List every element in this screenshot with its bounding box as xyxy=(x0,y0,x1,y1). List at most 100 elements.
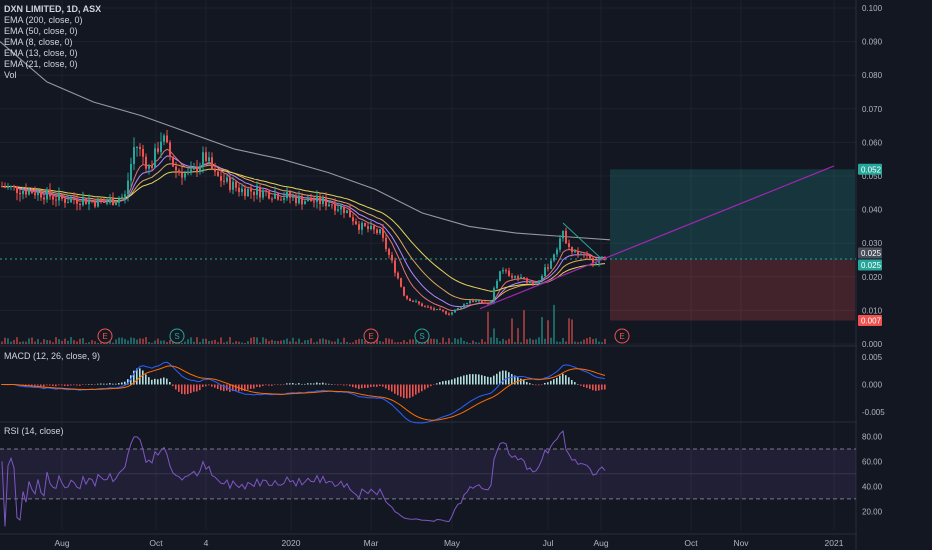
time-tick: Nov xyxy=(733,538,749,548)
macd-histogram-bar xyxy=(385,384,387,389)
volume-bar xyxy=(73,340,75,344)
macd-histogram-bar xyxy=(187,384,189,395)
volume-bar xyxy=(604,338,606,344)
event-label: S xyxy=(419,332,424,341)
legend-ema200[interactable]: EMA (200, close, 0) xyxy=(4,15,83,25)
candle-body xyxy=(475,300,477,302)
macd-histogram-bar xyxy=(484,376,486,385)
price-tag[interactable]: 0.025 xyxy=(858,247,882,259)
volume-bar xyxy=(553,304,555,344)
macd-histogram-bar xyxy=(301,383,303,385)
price-axis[interactable]: 0.100 0.090 0.080 0.070 0.060 0.050 0.040 0.030… xyxy=(857,0,932,550)
candle-body xyxy=(46,189,48,200)
candle-body xyxy=(136,146,138,148)
volume-bar xyxy=(304,340,306,344)
candle-body xyxy=(310,197,312,202)
macd-histogram-bar xyxy=(262,384,264,387)
candle-body xyxy=(355,221,357,225)
volume-bar xyxy=(283,339,285,344)
macd-histogram-bar xyxy=(232,384,234,392)
macd-legend[interactable]: MACD (12, 26, close, 9) xyxy=(4,351,100,362)
macd-tick: 0.000 xyxy=(862,381,883,390)
macd-histogram-bar xyxy=(382,384,384,387)
volume-bar xyxy=(352,342,354,344)
macd-histogram-bar xyxy=(568,377,570,385)
candle-body xyxy=(595,262,597,264)
time-tick: 2021 xyxy=(825,538,844,548)
candle-body xyxy=(1,186,3,188)
volume-bar xyxy=(148,341,150,344)
candle-body xyxy=(514,276,516,278)
volume-bar xyxy=(562,338,564,344)
candle-body xyxy=(196,166,198,172)
macd-histogram-bar xyxy=(379,384,381,387)
candle-body xyxy=(322,197,324,205)
candle-body xyxy=(100,198,102,201)
event-marker[interactable]: E xyxy=(97,328,113,344)
macd-histogram-bar xyxy=(544,382,546,385)
candle-body xyxy=(151,165,153,169)
time-tick: Oct xyxy=(149,538,163,548)
macd-histogram-bar xyxy=(529,383,531,385)
candle-body xyxy=(358,224,360,230)
long-position-box[interactable] xyxy=(0,169,856,321)
legend-ema21[interactable]: EMA (21, close, 0) xyxy=(4,59,78,69)
legend-volume[interactable]: Vol xyxy=(4,70,17,80)
price-tag-text: 0.007 xyxy=(861,316,882,325)
macd-histogram-bar xyxy=(481,375,483,385)
legend-ema8[interactable]: EMA (8, close, 0) xyxy=(4,37,73,47)
price-tick: 0.030 xyxy=(862,239,883,248)
volume-bar xyxy=(139,338,141,344)
legend-ema50[interactable]: EMA (50, close, 0) xyxy=(4,26,78,36)
volume-bar xyxy=(385,338,387,344)
event-marker[interactable]: S xyxy=(414,328,430,344)
event-marker[interactable]: S xyxy=(169,328,185,344)
volume-bar xyxy=(217,342,219,344)
candle-body xyxy=(457,307,459,310)
candle-body xyxy=(352,217,354,222)
trendline[interactable] xyxy=(479,165,835,310)
candle-body xyxy=(43,197,45,200)
volume-bar xyxy=(7,338,9,344)
price-tag[interactable]: 0.052 xyxy=(858,163,882,175)
legend-ema13[interactable]: EMA (13, close, 0) xyxy=(4,48,78,58)
candle-body xyxy=(160,141,162,152)
volume-bar xyxy=(388,338,390,344)
candle-body xyxy=(55,199,57,201)
event-marker[interactable]: E xyxy=(614,328,630,344)
time-axis[interactable]: Aug Oct 4 2020 Mar May Jul Aug Oct Nov 2021 xyxy=(54,538,843,548)
macd-histogram-bar xyxy=(466,374,468,385)
volume-bar xyxy=(214,339,216,344)
volume-bar xyxy=(49,340,51,344)
volume-bar xyxy=(376,337,378,344)
volume-bar xyxy=(343,337,345,344)
macd-histogram-bar xyxy=(490,377,492,385)
macd-histogram-bar xyxy=(598,384,600,391)
ema-13-line xyxy=(1,155,606,308)
volume-bar xyxy=(211,340,213,344)
candle-body xyxy=(199,165,201,172)
volume-bar xyxy=(394,342,396,344)
volume-bar xyxy=(559,341,561,344)
candle-body xyxy=(487,303,489,305)
price-tag[interactable]: 0.007 xyxy=(858,314,882,326)
macd-histogram-bar xyxy=(160,378,162,385)
volume-bar xyxy=(187,339,189,344)
volume-bar xyxy=(586,338,588,344)
macd-histogram-bar xyxy=(88,384,90,385)
rsi-legend[interactable]: RSI (14, close) xyxy=(4,426,64,437)
candle-body xyxy=(250,188,252,192)
volume-bar xyxy=(532,339,534,344)
price-tag[interactable]: 0.025 xyxy=(858,259,882,271)
event-circle xyxy=(363,328,379,344)
volume-bar xyxy=(550,337,552,344)
candle-body xyxy=(319,196,321,205)
volume-bar xyxy=(397,342,399,344)
event-marker[interactable]: E xyxy=(363,328,379,344)
event-label: E xyxy=(619,332,624,341)
price-tick: 0.000 xyxy=(862,340,883,349)
candle-body xyxy=(301,196,303,205)
macd-histogram-bar xyxy=(151,379,153,385)
